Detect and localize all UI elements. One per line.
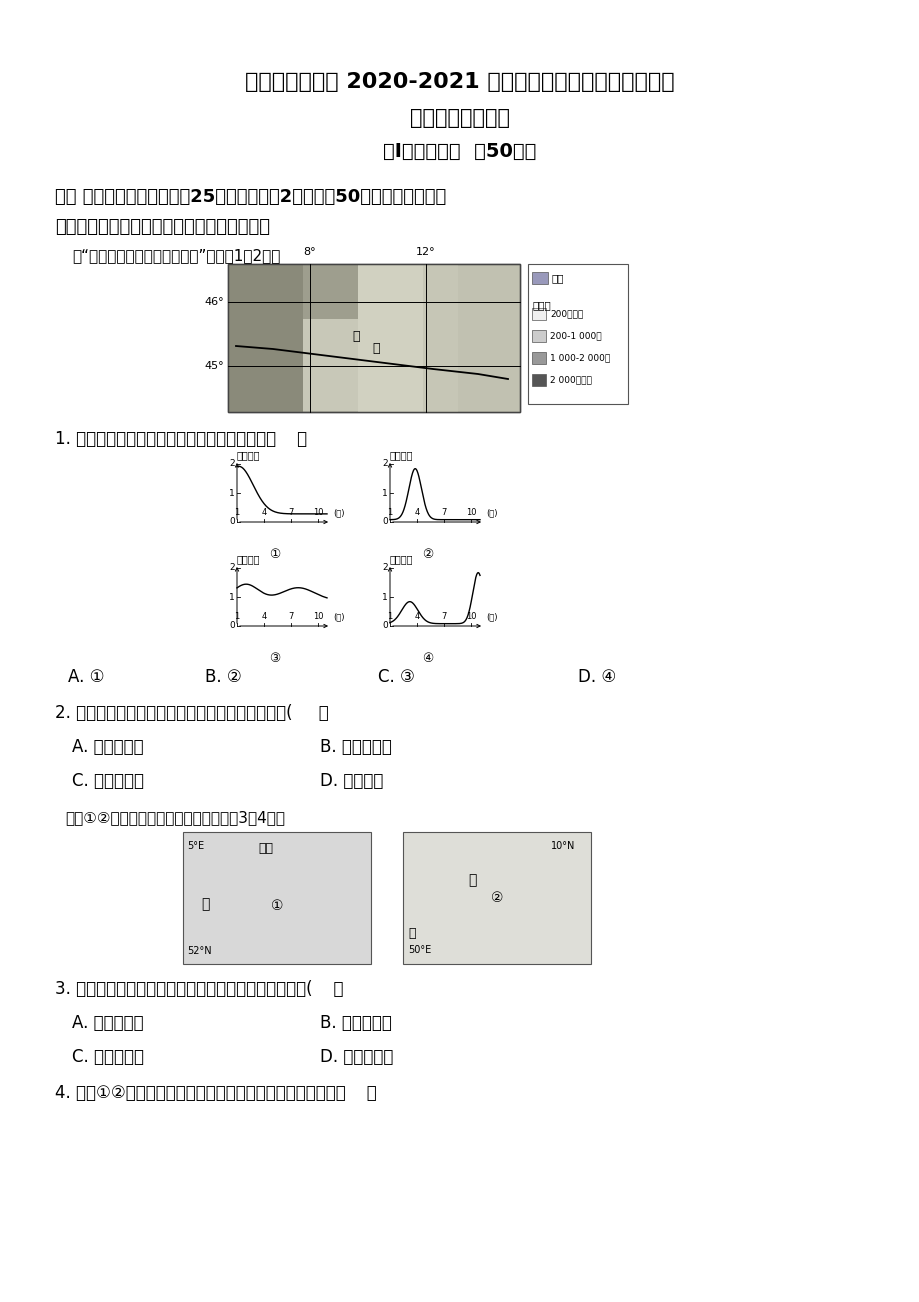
Bar	[228, 264, 519, 411]
Bar	[183, 832, 370, 963]
Text: 北海: 北海	[257, 842, 273, 855]
Text: C. 雨热不同期: C. 雨热不同期	[72, 772, 144, 790]
Text: 50°E: 50°E	[407, 945, 431, 954]
Bar	[531, 329, 545, 342]
Text: 1 000-2 000米: 1 000-2 000米	[550, 354, 609, 362]
Text: 2. 波河流域没有大面积种植水稻的主要自然原因是(     ）: 2. 波河流域没有大面积种植水稻的主要自然原因是( ）	[55, 704, 328, 723]
Text: 2: 2	[382, 564, 388, 573]
Text: D. 地形、河流: D. 地形、河流	[320, 1048, 393, 1066]
Text: 相对流量: 相对流量	[390, 553, 413, 564]
Text: 7: 7	[288, 508, 293, 517]
Text: (月): (月)	[485, 508, 497, 517]
Text: 5°E: 5°E	[187, 841, 204, 852]
Text: 第I卷（选择题  共50分）: 第I卷（选择题 共50分）	[383, 142, 536, 161]
Text: 0: 0	[381, 621, 388, 630]
Text: ②: ②	[422, 548, 433, 561]
Text: B. 土壤、水源: B. 土壤、水源	[320, 1014, 391, 1032]
Text: 江苏省如皋中学 2020-2021 学年度第一学期第二次阶段考试: 江苏省如皋中学 2020-2021 学年度第一学期第二次阶段考试	[245, 72, 674, 92]
Text: 0: 0	[229, 621, 234, 630]
Text: D. ④: D. ④	[577, 668, 616, 686]
Text: A. 光热、水源: A. 光热、水源	[72, 1014, 143, 1032]
Text: 45°: 45°	[204, 361, 223, 371]
Text: 10: 10	[465, 612, 476, 621]
Text: B. ②: B. ②	[205, 668, 242, 686]
Text: 1: 1	[387, 508, 392, 517]
Text: 甲: 甲	[200, 897, 210, 911]
Text: 1: 1	[229, 592, 234, 602]
Text: C. ③: C. ③	[378, 668, 414, 686]
Text: 8°: 8°	[303, 247, 316, 256]
Text: ③: ③	[269, 652, 280, 665]
Text: 河: 河	[372, 341, 380, 354]
Text: 相对流量: 相对流量	[237, 553, 260, 564]
Text: 高度表: 高度表	[532, 299, 551, 310]
Text: 1: 1	[381, 488, 388, 497]
Text: 3. 图中甲、乙两地发展种植业的主要限制性因素分别是(    ）: 3. 图中甲、乙两地发展种植业的主要限制性因素分别是( ）	[55, 980, 343, 999]
Text: C. 地形、土壤: C. 地形、土壤	[72, 1048, 144, 1066]
Text: 7: 7	[288, 612, 293, 621]
Text: 10: 10	[312, 612, 323, 621]
Text: ④: ④	[422, 652, 433, 665]
Text: 0: 0	[381, 517, 388, 526]
Text: 2 000米以上: 2 000米以上	[550, 375, 591, 384]
Bar	[528, 264, 628, 404]
Text: 2: 2	[229, 460, 234, 469]
Text: 4: 4	[261, 612, 267, 621]
Text: 的四个选项中，只有一项是符合题目要求的。: 的四个选项中，只有一项是符合题目要求的。	[55, 217, 269, 236]
Text: A. ①: A. ①	[68, 668, 105, 686]
Text: (月): (月)	[333, 612, 344, 621]
Text: 10°N: 10°N	[550, 841, 574, 852]
Bar	[531, 374, 545, 385]
Text: 海: 海	[407, 927, 415, 940]
Text: 波: 波	[352, 329, 359, 342]
Text: ①: ①	[270, 898, 283, 913]
Text: 52°N: 52°N	[187, 947, 211, 956]
Text: 7: 7	[441, 612, 447, 621]
Bar	[357, 264, 458, 411]
Text: 10: 10	[465, 508, 476, 517]
Text: 200米以下: 200米以下	[550, 310, 583, 319]
Text: 水域: 水域	[551, 273, 564, 283]
Text: 一、 单项选择题：本大题共25小题，每小题2分，共计50分。在每小题给出: 一、 单项选择题：本大题共25小题，每小题2分，共计50分。在每小题给出	[55, 187, 446, 206]
Text: ②: ②	[490, 891, 503, 905]
Text: 2: 2	[229, 564, 234, 573]
Text: 4: 4	[414, 508, 419, 517]
Text: 46°: 46°	[204, 297, 223, 307]
Text: 乙: 乙	[468, 874, 476, 887]
Text: 4: 4	[414, 612, 419, 621]
Text: B. 热量条件差: B. 热量条件差	[320, 738, 391, 756]
Text: 1: 1	[234, 612, 239, 621]
Text: 4: 4	[261, 508, 267, 517]
Text: 12°: 12°	[415, 247, 436, 256]
Text: 读“欧洲南部意大利波河流域图”，完成1～2题。: 读“欧洲南部意大利波河流域图”，完成1～2题。	[72, 247, 280, 263]
Text: 7: 7	[441, 508, 447, 517]
Bar	[531, 272, 548, 284]
Text: 1. 下图中，能正确表示波河年径流量变化的是（    ）: 1. 下图中，能正确表示波河年径流量变化的是（ ）	[55, 430, 307, 448]
Text: ①: ①	[269, 548, 280, 561]
Text: 10: 10	[312, 508, 323, 517]
Text: 0: 0	[229, 517, 234, 526]
Text: 高二地理（选修）: 高二地理（选修）	[410, 108, 509, 128]
Text: A. 平原面积小: A. 平原面积小	[72, 738, 143, 756]
Bar	[531, 352, 545, 365]
Bar	[403, 832, 590, 963]
Text: 200-1 000米: 200-1 000米	[550, 332, 601, 341]
Bar	[228, 264, 302, 411]
Text: 下图①②为世界局部区域图。读图，完成3～4题。: 下图①②为世界局部区域图。读图，完成3～4题。	[65, 810, 285, 825]
Text: 1: 1	[234, 508, 239, 517]
Text: 1: 1	[387, 612, 392, 621]
Bar	[228, 264, 519, 411]
Text: 相对流量: 相对流量	[390, 450, 413, 460]
Text: (月): (月)	[333, 508, 344, 517]
Bar	[302, 264, 357, 319]
Text: D. 土壤贫瘠: D. 土壤贫瘠	[320, 772, 383, 790]
Text: 4. 关于①②所示区域的河流和植被特点，下列说法正确的是（    ）: 4. 关于①②所示区域的河流和植被特点，下列说法正确的是（ ）	[55, 1085, 377, 1101]
Text: 1: 1	[381, 592, 388, 602]
Bar	[531, 309, 545, 320]
Bar	[423, 264, 519, 411]
Text: (月): (月)	[485, 612, 497, 621]
Text: 2: 2	[382, 460, 388, 469]
Text: 相对流量: 相对流量	[237, 450, 260, 460]
Text: 1: 1	[229, 488, 234, 497]
